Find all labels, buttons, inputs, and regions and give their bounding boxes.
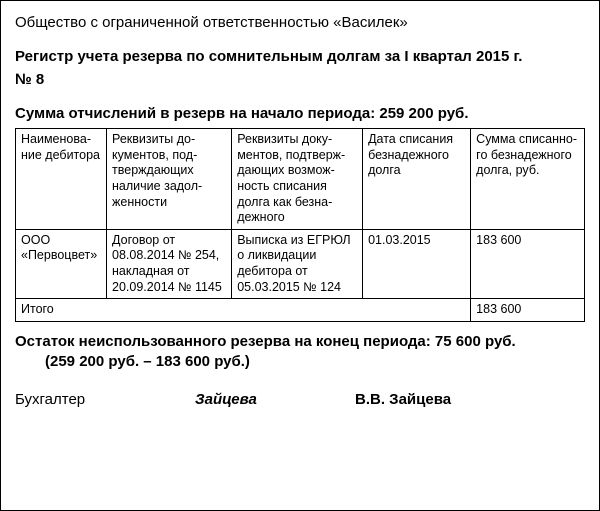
cell-debtor: ООО «Перво­цвет» [16,229,107,299]
signature-name: В.В. Зайцева [355,390,451,410]
closing-balance: Остаток неиспользованного резерва на кон… [15,332,585,352]
cell-writeoff-docs: Выписка из ЕГРЮЛ о ликви­дации дебитора … [232,229,363,299]
company-name: Общество с ограниченной ответственностью… [15,13,585,33]
table-row: ООО «Перво­цвет» Договор от 08.08.2014 №… [16,229,585,299]
calculation-line: (259 200 руб. – 183 600 руб.) [15,352,585,372]
signature-sign: Зайцева [195,390,355,410]
document-title: Регистр учета резерва по сомнительным до… [15,47,585,67]
signature-role: Бухгалтер [15,390,195,410]
reserve-table: Наименова­ние дебитора Реквизиты до­куме… [15,128,585,322]
col-amount: Сумма списанно­го безнадежного долга, ру… [471,129,585,230]
cell-writeoff-date: 01.03.2015 [363,229,471,299]
totals-value: 183 600 [471,299,585,322]
totals-label: Итого [16,299,471,322]
document-frame: Общество с ограниченной ответственностью… [0,0,600,511]
opening-balance: Сумма отчислений в резерв на начало пери… [15,104,585,124]
cell-amount: 183 600 [471,229,585,299]
signature-row: Бухгалтер Зайцева В.В. Зайцева [15,390,585,410]
table-header-row: Наименова­ние дебитора Реквизиты до­куме… [16,129,585,230]
col-writeoff-date: Дата списания безнадежного долга [363,129,471,230]
col-writeoff-docs: Реквизиты доку­ментов, подтверж­дающих в… [232,129,363,230]
cell-debt-docs: Договор от 08.08.2014 № 254, на­кладная … [107,229,232,299]
col-debtor: Наименова­ние дебитора [16,129,107,230]
register-number: № 8 [15,70,585,90]
col-debt-docs: Реквизиты до­кументов, под­тверждающих н… [107,129,232,230]
table-totals-row: Итого 183 600 [16,299,585,322]
